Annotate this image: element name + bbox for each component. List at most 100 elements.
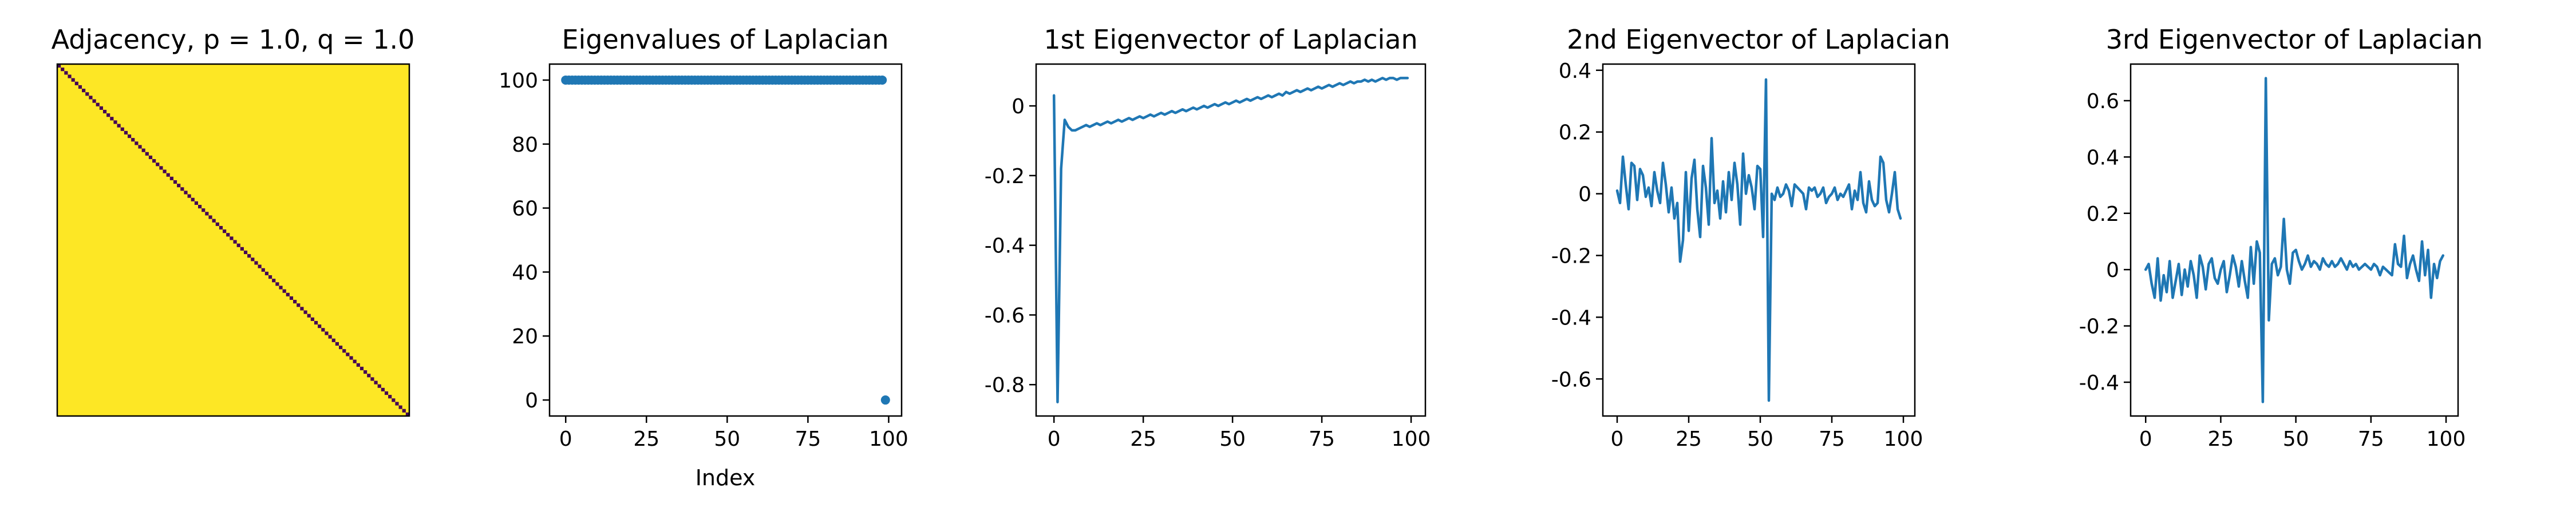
eigvec1-axes: 0 25 50 75 100 0 -0.2 -0.4 -0.6 -0.8 <box>985 95 1431 451</box>
diagonal-cell <box>110 117 114 121</box>
diagonal-cell <box>254 261 258 265</box>
diagonal-cell <box>325 331 329 335</box>
diagonal-cell <box>264 271 268 275</box>
eigvec3-line-group <box>2144 77 2445 403</box>
x-tick-label: 100 <box>869 427 908 451</box>
diagonal-cell <box>243 250 248 255</box>
diagonal-cell <box>177 184 181 188</box>
diagonal-cell <box>145 152 149 156</box>
diagonal-cell <box>74 81 78 85</box>
diagonal-cell <box>349 356 353 360</box>
eigenvalue-point <box>880 395 890 405</box>
diagonal-cell <box>293 300 297 304</box>
eigvec3-panel: 3rd Eigenvector of Laplacian 0 25 50 75 1000… <box>2079 24 2483 451</box>
diagonal-cell <box>64 71 68 75</box>
diagonal-cell <box>398 405 402 409</box>
diagonal-cell <box>226 233 230 237</box>
diagonal-cell <box>395 402 399 406</box>
diagonal-cell <box>184 191 188 195</box>
eigenvalue-point <box>878 75 887 85</box>
x-tick-label: 0 <box>1048 427 1061 451</box>
eigvec2-axes: 0 25 50 75 100 0.4 0.2 0 -0.2 -0.4 -0.6 <box>1551 60 1923 451</box>
diagonal-cell <box>310 317 314 321</box>
diagonal-cell <box>117 124 121 128</box>
x-tick-label: 25 <box>1130 427 1156 451</box>
y-tick-label: -0.4 <box>985 235 1025 258</box>
y-tick-label: 100 <box>499 69 538 93</box>
diagonal-cell <box>102 109 107 114</box>
eigvec1-line-group <box>1052 77 1409 403</box>
diagonal-cell <box>268 275 272 279</box>
eigenvector-line <box>2144 77 2445 403</box>
y-tick-label: -0.6 <box>1551 368 1591 391</box>
diagonal-cell <box>286 292 290 296</box>
diagonal-cell <box>71 78 75 82</box>
x-tick-label: 50 <box>714 427 740 451</box>
eigenvalues-points <box>561 75 890 405</box>
diagonal-cell <box>356 363 360 367</box>
diagonal-cell <box>138 145 142 149</box>
y-tick-label: 0.2 <box>1559 121 1591 145</box>
diagonal-cell <box>166 173 170 177</box>
x-tick-label: 75 <box>1309 427 1335 451</box>
diagonal-cell <box>342 349 346 353</box>
diagonal-cell <box>135 141 139 145</box>
diagonal-cell <box>187 194 191 198</box>
eigenvalues-panel: Eigenvalues of Laplacian 0 25 50 75 100 0 20 40… <box>499 24 908 490</box>
diagonal-cell <box>384 391 389 395</box>
diagonal-cell <box>148 155 153 160</box>
diagonal-cell <box>328 335 332 339</box>
y-tick-label: -0.2 <box>1551 244 1591 268</box>
diagonal-cell <box>120 127 124 131</box>
diagonal-cell <box>194 201 198 205</box>
diagonal-cell <box>251 258 255 262</box>
diagonal-cell <box>353 359 357 363</box>
diagonal-cell <box>99 106 103 110</box>
diagonal-cell <box>370 377 374 381</box>
diagonal-cell <box>321 328 325 332</box>
diagonal-cell <box>236 243 240 247</box>
eigvec2-frame <box>1602 63 1916 417</box>
eigenvalues-frame <box>548 63 903 417</box>
diagonal-cell <box>374 381 378 385</box>
x-tick-label: 75 <box>2358 427 2384 451</box>
diagonal-cell <box>113 120 117 124</box>
x-tick-label: 0 <box>559 427 572 451</box>
diagonal-cell <box>159 166 163 170</box>
diagonal-cell <box>331 338 335 342</box>
eigenvector-line <box>1052 77 1409 403</box>
diagonal-cell <box>364 370 368 374</box>
diagonal-cell <box>156 163 160 167</box>
eigvec2-line-group <box>1615 78 1902 402</box>
y-tick-label: -0.4 <box>2079 371 2119 395</box>
y-tick-label: 0.4 <box>2087 146 2119 169</box>
diagonal-cell <box>219 225 223 230</box>
eigenvalues-xlabel: Index <box>696 465 756 490</box>
x-tick-label: 0 <box>1611 427 1624 451</box>
adjacency-frame <box>56 63 410 417</box>
eigvec3-axes: 0 25 50 75 100 0.6 0.4 0.2 0 -0.2 -0.4 <box>2079 90 2466 451</box>
y-tick-label: 0 <box>525 389 538 413</box>
y-tick-label: 0.4 <box>1559 60 1591 83</box>
eigenvector-line <box>1615 78 1902 402</box>
diagonal-cell <box>169 176 173 180</box>
diagonal-cell <box>233 240 237 244</box>
diagonal-cell <box>57 64 61 68</box>
diagonal-cell <box>205 212 209 216</box>
x-tick-label: 100 <box>1392 427 1431 451</box>
y-tick-label: -0.6 <box>985 304 1025 327</box>
diagonal-cell <box>223 229 227 233</box>
diagonal-cell <box>152 159 156 163</box>
diagonal-cell <box>141 148 145 152</box>
diagonal-cell <box>392 398 396 402</box>
diagonal-cell <box>258 264 262 268</box>
diagonal-cell <box>124 130 128 134</box>
diagonal-cell <box>289 296 294 300</box>
y-tick-label: 80 <box>512 133 538 157</box>
y-tick-label: 0.2 <box>2087 203 2119 226</box>
x-tick-label: 25 <box>2208 427 2234 451</box>
diagonal-cell <box>96 102 100 106</box>
diagonal-cell <box>318 324 322 328</box>
y-tick-label: -0.4 <box>1551 306 1591 330</box>
eigvec1-title: 1st Eigenvector of Laplacian <box>1044 24 1417 55</box>
